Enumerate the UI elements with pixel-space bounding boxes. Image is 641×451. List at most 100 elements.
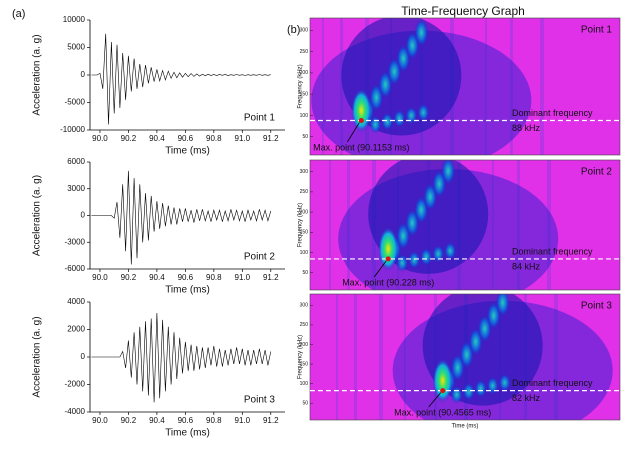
- streak: [354, 294, 357, 420]
- x-tick-label: 90.8: [206, 416, 222, 425]
- x-tick-label: 90.6: [178, 273, 194, 282]
- energy: [393, 109, 406, 128]
- x-tick-label: 90.8: [206, 273, 222, 282]
- energy: [378, 226, 399, 271]
- annotation-arrow: [373, 260, 387, 278]
- max-point: [385, 256, 391, 262]
- x-tick-label: 90.0: [92, 273, 108, 282]
- max-point: [358, 118, 364, 124]
- point-label: Point 2: [581, 167, 613, 178]
- energy: [417, 103, 430, 122]
- waveform-panel: -4000 -2000 0 2000 4000 90.0 90.2 90.4 90.6 90.8 9…: [32, 297, 285, 439]
- y-axis-label: Acceleration (a. g): [32, 34, 43, 115]
- max-point-label: Max. point (90.1153 ms): [313, 142, 409, 152]
- streak: [540, 18, 544, 155]
- y-tick-label: 10000: [63, 15, 86, 24]
- annotation-arrow: [347, 122, 360, 143]
- y-axis-label: Acceleration (a. g): [32, 175, 43, 256]
- dominant-text: Dominant frequency: [512, 108, 593, 118]
- point-label: Point 3: [244, 395, 276, 406]
- y-axis-label: Frequency (kHz): [298, 335, 304, 379]
- x-axis-label: Time (ms): [452, 424, 479, 430]
- panel-label: (a): [12, 8, 25, 20]
- y-tick-label: -6000: [65, 264, 86, 273]
- x-tick-label: 91.2: [263, 134, 279, 143]
- y-tick-label: 250: [300, 49, 309, 55]
- frame: [309, 159, 621, 291]
- dominant-label: 88 kHz: [512, 123, 541, 133]
- energy: [351, 88, 372, 133]
- x-tick-label: 90.4: [149, 273, 165, 282]
- y-tick-label: 50: [302, 134, 308, 140]
- spectrogram-panel: 50 100 150 200 250 300 Frequency (kHz) Dominant…: [298, 159, 621, 291]
- x-tick-label: 91.0: [235, 134, 251, 143]
- energy: [486, 376, 499, 395]
- dominant-label: 82 kHz: [512, 393, 541, 403]
- figure-title: Time-Frequency Graph: [401, 4, 525, 18]
- energy: [462, 382, 475, 401]
- annotation-arrow: [428, 392, 442, 408]
- y-tick-label: 200: [300, 342, 309, 348]
- x-axis-label: Time (ms): [165, 285, 210, 296]
- y-tick-label: 200: [300, 209, 309, 215]
- y-tick-label: 150: [300, 91, 309, 97]
- x-tick-label: 90.2: [121, 134, 137, 143]
- y-axis-label: Frequency (kHz): [298, 203, 304, 247]
- waveform-line: [91, 170, 272, 265]
- waveform-line: [91, 312, 272, 403]
- x-tick-label: 91.0: [235, 273, 251, 282]
- y-tick-label: -4000: [65, 407, 86, 416]
- max-point-label: Max. point (90.228 ms): [342, 277, 434, 287]
- spectrogram-panel: 50 100 150 200 250 300 Frequency (kHz) Dominant…: [298, 17, 621, 156]
- y-tick-label: 50: [302, 401, 308, 407]
- y-tick-label: 6000: [67, 157, 85, 166]
- energy: [405, 106, 418, 125]
- x-axis-label: Time (ms): [165, 428, 210, 439]
- y-tick-label: 100: [300, 113, 309, 119]
- y-tick-label: 150: [300, 230, 309, 236]
- y-axis-label: Acceleration (a. g): [32, 316, 43, 397]
- energy: [414, 18, 429, 47]
- energy: [408, 250, 421, 269]
- y-tick-label: 0: [81, 211, 86, 220]
- energy: [420, 247, 433, 266]
- x-tick-label: 90.4: [149, 134, 165, 143]
- x-tick-label: 90.6: [178, 134, 194, 143]
- point-label: Point 3: [581, 301, 613, 312]
- y-tick-label: 0: [81, 352, 86, 361]
- y-tick-label: 4000: [67, 297, 85, 306]
- energy: [450, 385, 463, 404]
- max-point: [440, 388, 446, 394]
- x-tick-label: 90.4: [149, 416, 165, 425]
- energy: [432, 358, 453, 403]
- energy: [498, 373, 511, 392]
- x-tick-label: 90.2: [121, 273, 137, 282]
- y-tick-label: -3000: [65, 237, 86, 246]
- energy: [381, 112, 394, 131]
- panel-label: (b): [287, 24, 300, 36]
- y-tick-label: 50: [302, 270, 308, 276]
- energy: [396, 253, 409, 272]
- y-tick-label: 250: [300, 189, 309, 195]
- spectrogram-image: [310, 294, 620, 420]
- dominant-text: Dominant frequency: [512, 378, 593, 388]
- dominant-label: 84 kHz: [512, 261, 541, 271]
- y-tick-label: 5000: [67, 43, 85, 52]
- energy: [444, 241, 457, 260]
- x-tick-label: 90.6: [178, 416, 194, 425]
- y-tick-label: 0: [81, 70, 86, 79]
- y-tick-label: 100: [300, 381, 309, 387]
- y-tick-label: 300: [300, 303, 309, 309]
- x-tick-label: 90.0: [92, 416, 108, 425]
- y-tick-label: 300: [300, 28, 309, 34]
- streak: [336, 294, 338, 420]
- y-tick-label: 3000: [67, 184, 85, 193]
- streak: [329, 160, 331, 290]
- frame: [309, 293, 621, 421]
- y-axis-label: Frequency (kHz): [298, 64, 304, 108]
- energy: [432, 244, 445, 263]
- y-tick-label: 300: [300, 169, 309, 175]
- point-label: Point 2: [244, 252, 276, 263]
- y-tick-label: -2000: [65, 380, 86, 389]
